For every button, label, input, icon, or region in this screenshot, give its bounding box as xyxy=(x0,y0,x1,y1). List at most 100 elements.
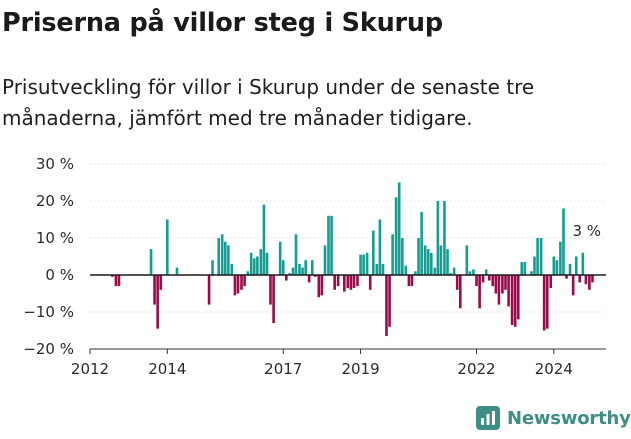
bar xyxy=(330,215,333,275)
bar xyxy=(507,275,510,307)
chart-title: Priserna på villor steg i Skurup xyxy=(2,8,443,38)
bar xyxy=(516,275,520,320)
bar xyxy=(207,275,211,305)
bar xyxy=(336,275,340,287)
bar xyxy=(501,275,504,294)
bar xyxy=(114,275,118,287)
bar xyxy=(288,273,292,275)
x-tick-label: 2019 xyxy=(341,360,379,378)
bar xyxy=(494,275,498,294)
bar xyxy=(394,197,398,275)
bar xyxy=(472,269,475,275)
bar xyxy=(397,182,401,275)
bar xyxy=(333,275,336,290)
bar xyxy=(301,267,304,275)
bar xyxy=(375,263,379,275)
bar xyxy=(542,275,546,331)
bar xyxy=(385,275,388,337)
x-tick-label: 2017 xyxy=(264,360,302,378)
bar xyxy=(455,275,459,290)
bar xyxy=(159,275,163,290)
y-tick-label: −20 % xyxy=(23,340,74,358)
bar xyxy=(153,275,156,305)
bar xyxy=(304,260,307,275)
x-axis: 2012 2014 2017 2019 2022 2024 xyxy=(71,348,606,378)
x-tick-label: 2024 xyxy=(535,360,573,378)
bar xyxy=(571,275,575,296)
y-tick-label: 30 % xyxy=(36,155,74,173)
bar xyxy=(220,234,224,275)
bar xyxy=(259,249,263,275)
bar-chart-logo-icon xyxy=(476,406,500,430)
bar xyxy=(591,275,594,283)
bar xyxy=(436,201,440,275)
bar xyxy=(536,238,539,275)
bar xyxy=(404,265,408,275)
bar xyxy=(465,245,469,275)
bar xyxy=(420,212,423,275)
bar xyxy=(568,263,572,275)
bar xyxy=(549,275,553,288)
bar xyxy=(243,275,246,287)
bar xyxy=(504,275,507,290)
bar xyxy=(478,275,481,309)
annotation-label: 3 % xyxy=(572,222,601,240)
bar xyxy=(156,275,159,329)
bar xyxy=(281,260,285,275)
bar xyxy=(584,275,588,285)
chart-subtitle: Prisutveckling för villor i Skurup under… xyxy=(2,75,535,130)
bar xyxy=(401,238,404,275)
bar xyxy=(497,275,501,305)
bar xyxy=(298,263,301,275)
bar xyxy=(449,273,452,275)
bar xyxy=(414,271,417,275)
bar xyxy=(356,275,359,287)
bar xyxy=(559,241,562,275)
bar xyxy=(362,254,365,275)
bar xyxy=(262,204,266,275)
bar xyxy=(588,275,591,290)
bar xyxy=(578,275,582,283)
bar xyxy=(365,252,369,275)
bar xyxy=(323,245,327,275)
bar xyxy=(452,267,456,275)
bar xyxy=(285,275,288,281)
x-tick-label: 2022 xyxy=(457,360,495,378)
bar xyxy=(484,269,488,275)
bar xyxy=(523,262,527,275)
bar xyxy=(111,275,114,277)
bar xyxy=(468,271,472,275)
bar xyxy=(149,249,153,275)
bar xyxy=(320,275,324,296)
newsworthy-logo: Newsworthy xyxy=(476,406,631,430)
bar xyxy=(236,275,240,294)
bar xyxy=(443,201,446,275)
bar xyxy=(272,275,275,324)
bar xyxy=(352,275,356,288)
bar xyxy=(327,215,330,275)
bar xyxy=(581,252,585,275)
bar xyxy=(439,245,443,275)
bar xyxy=(458,275,462,309)
x-tick-label: 2012 xyxy=(71,360,109,378)
bar xyxy=(310,260,314,275)
bars xyxy=(111,182,594,337)
bar xyxy=(574,256,578,275)
bar xyxy=(349,275,353,290)
bar xyxy=(530,271,533,275)
bar xyxy=(223,241,227,275)
bar xyxy=(307,275,311,283)
bar xyxy=(269,275,272,305)
bar xyxy=(359,254,362,275)
bar xyxy=(481,275,485,283)
bar xyxy=(249,252,253,275)
bar xyxy=(314,275,317,277)
bar xyxy=(343,275,346,292)
bar xyxy=(240,275,243,290)
bar xyxy=(317,275,321,298)
bar xyxy=(230,263,234,275)
bar xyxy=(166,219,169,275)
bar xyxy=(217,238,221,275)
bar xyxy=(175,267,179,275)
